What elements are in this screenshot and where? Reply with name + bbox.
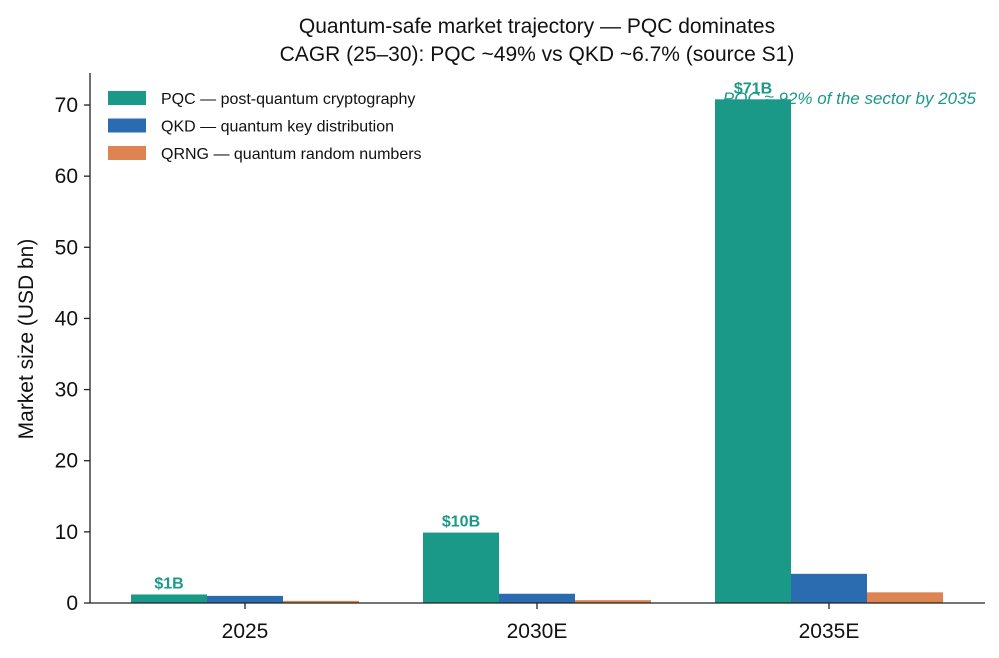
y-ticks: 0 10 20 30 40 50 60 70: [55, 94, 90, 615]
x-tick-label: 2035E: [799, 620, 860, 643]
legend-label: QKD — quantum key distribution: [161, 119, 394, 136]
x-tick-label: 2025: [222, 620, 269, 643]
y-tick-label: 30: [55, 379, 78, 402]
x-ticks: 2025 2030E 2035E: [222, 603, 860, 643]
data-label-2035e: $71B: [734, 80, 772, 97]
y-tick-label: 60: [55, 165, 78, 188]
y-tick-label: 50: [55, 236, 78, 259]
legend-swatch: [108, 118, 146, 133]
chart-title: Quantum-safe market trajectory — PQC dom…: [280, 15, 795, 66]
legend-swatch: [108, 146, 146, 160]
y-tick-label: 40: [55, 307, 78, 330]
y-tick-label: 10: [55, 521, 78, 544]
x-tick-label: 2030E: [507, 620, 568, 643]
legend-label: PQC — post-quantum cryptography: [161, 91, 415, 108]
bar-2025-qrng: [283, 600, 359, 603]
legend: PQC — post-quantum cryptography QKD — qua…: [108, 91, 422, 163]
bar-2025-pqc: [131, 594, 207, 603]
data-label-2025: $1B: [154, 575, 183, 592]
annotation: PQC ≈ 92% of the sector by 2035: [723, 89, 977, 108]
bars-layer: [131, 99, 943, 604]
chart-title-line1: Quantum-safe market trajectory — PQC dom…: [299, 15, 775, 38]
bar-2035e-qkd: [791, 573, 867, 603]
bar-2035e-pqc: [715, 99, 791, 604]
bar-2030e-qrng: [575, 600, 651, 603]
bar-2030e-pqc: [423, 532, 499, 603]
legend-label: QRNG — quantum random numbers: [161, 146, 422, 163]
legend-swatch: [108, 91, 146, 105]
y-tick-label: 20: [55, 450, 78, 473]
y-tick-label: 70: [55, 94, 78, 117]
bar-2025-qkd: [207, 595, 283, 603]
bar-2030e-qkd: [499, 593, 575, 603]
chart-title-line2: CAGR (25–30): PQC ~49% vs QKD ~6.7% (sou…: [280, 43, 795, 66]
y-tick-label: 0: [66, 592, 78, 615]
bar-2035e-qrng: [867, 592, 943, 603]
data-label-2030e: $10B: [442, 514, 480, 531]
data-labels-layer: $1B $10B $71B: [154, 80, 772, 592]
y-axis-label: Market size (USD bn): [15, 239, 38, 440]
